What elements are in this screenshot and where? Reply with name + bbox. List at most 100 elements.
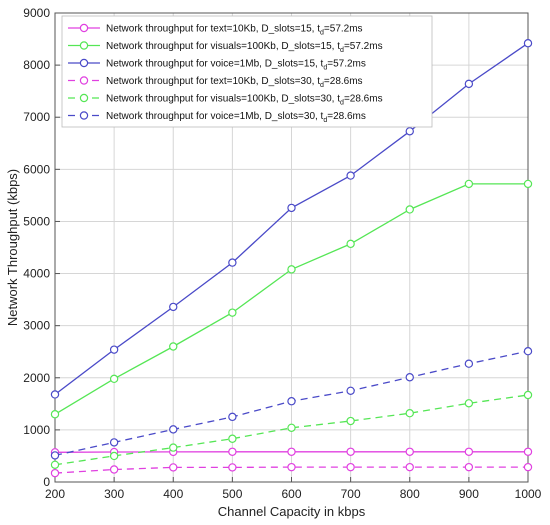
data-point xyxy=(346,447,355,456)
series-5 xyxy=(50,390,533,470)
x-tick-label: 200 xyxy=(45,487,65,501)
data-point xyxy=(346,239,355,249)
y-tick-label: 3000 xyxy=(23,319,50,333)
data-point xyxy=(109,374,119,384)
data-point xyxy=(405,409,414,418)
data-point xyxy=(228,258,237,267)
x-tick-label: 600 xyxy=(281,487,301,501)
x-tick-label: 400 xyxy=(163,487,183,501)
data-point xyxy=(464,179,474,189)
series-2 xyxy=(50,179,533,419)
data-point xyxy=(523,462,533,472)
y-tick-label: 7000 xyxy=(23,110,50,124)
series-3 xyxy=(50,39,533,399)
y-tick-label: 2000 xyxy=(23,371,50,385)
y-tick-label: 1000 xyxy=(23,423,50,437)
data-point xyxy=(50,410,60,419)
data-point xyxy=(346,171,355,180)
data-point xyxy=(50,451,60,460)
data-point xyxy=(169,342,178,351)
data-point xyxy=(228,463,237,472)
data-point xyxy=(109,465,119,474)
data-point xyxy=(169,443,178,452)
y-tick-label: 9000 xyxy=(23,6,50,20)
series-4 xyxy=(50,462,533,478)
legend-item: Network throughput for text=10Kb, D_slot… xyxy=(68,24,363,37)
data-point xyxy=(346,416,355,426)
data-point xyxy=(287,462,296,472)
data-point xyxy=(287,265,296,274)
data-point xyxy=(287,203,296,213)
legend-label: Network throughput for voice=1Mb, D_slot… xyxy=(106,59,366,72)
data-point xyxy=(523,447,533,456)
data-point xyxy=(50,390,60,399)
series-6 xyxy=(50,347,533,460)
series-line xyxy=(54,394,529,466)
data-point xyxy=(405,127,414,136)
legend-label: Network throughput for text=10Kb, D_slot… xyxy=(106,24,363,37)
data-point xyxy=(346,386,355,396)
legend-swatch-marker xyxy=(79,76,89,85)
data-point xyxy=(169,425,178,434)
legend-item: Network throughput for voice=1Mb, D_slot… xyxy=(68,59,366,72)
legend-swatch-marker xyxy=(79,41,89,50)
legend-label: Network throughput for visuals=100Kb, D_… xyxy=(106,41,383,54)
y-tick-label: 6000 xyxy=(23,162,50,176)
data-point xyxy=(50,468,60,478)
legend-swatch-marker xyxy=(79,23,89,33)
series-line xyxy=(54,466,528,474)
x-axis: 200 300 400 500 600 700 800 900 1000 xyxy=(45,477,542,501)
legend-item: Network throughput for voice=1Mb, D_slot… xyxy=(68,111,366,124)
legend-label: Network throughput for voice=1Mb, D_slot… xyxy=(106,111,366,124)
data-point xyxy=(228,447,237,456)
data-point xyxy=(109,345,119,354)
data-point xyxy=(405,462,414,472)
x-tick-label: 1000 xyxy=(515,487,542,501)
x-tick-label: 900 xyxy=(459,487,479,501)
data-point xyxy=(464,399,474,408)
data-point xyxy=(109,451,119,461)
series-group xyxy=(50,39,533,478)
data-point xyxy=(169,302,178,312)
data-point xyxy=(228,412,237,422)
data-point xyxy=(287,397,296,406)
x-tick-label: 300 xyxy=(104,487,124,501)
legend-label: Network throughput for text=10Kb, D_slot… xyxy=(106,76,363,89)
data-point xyxy=(346,462,355,472)
legend-item: Network throughput for visuals=100Kb, D_… xyxy=(68,41,383,54)
data-point xyxy=(228,308,237,317)
data-point xyxy=(464,462,474,472)
data-point xyxy=(523,347,533,356)
data-point xyxy=(464,79,474,89)
x-axis-title: Channel Capacity in kbps xyxy=(218,504,366,519)
data-point xyxy=(169,463,178,472)
legend-swatch-marker xyxy=(79,111,89,120)
data-point xyxy=(50,460,60,470)
y-tick-label: 0 xyxy=(43,475,50,489)
x-tick-label: 800 xyxy=(400,487,420,501)
data-point xyxy=(464,447,474,456)
data-point xyxy=(109,438,119,447)
data-point xyxy=(228,434,237,443)
x-tick-label: 700 xyxy=(341,487,361,501)
legend-item: Network throughput for text=10Kb, D_slot… xyxy=(68,76,363,89)
data-point xyxy=(405,205,414,214)
data-point xyxy=(287,447,296,456)
data-point xyxy=(287,423,296,433)
data-point xyxy=(523,179,533,189)
legend-swatch-marker xyxy=(79,93,89,103)
y-tick-label: 5000 xyxy=(23,214,50,228)
y-axis-title: Network Throughput (kbps) xyxy=(5,169,20,326)
data-point xyxy=(464,359,474,368)
data-point xyxy=(405,373,414,382)
legend: Network throughput for text=10Kb, D_slot… xyxy=(61,15,433,128)
legend-box xyxy=(61,15,433,128)
data-point xyxy=(523,390,533,400)
legend-swatch-marker xyxy=(79,58,89,68)
x-tick-label: 500 xyxy=(222,487,242,501)
y-axis: 0 1000 2000 3000 4000 5000 6000 7000 8000 9000 xyxy=(23,6,60,489)
y-tick-label: 4000 xyxy=(23,267,50,281)
legend-label: Network throughput for visuals=100Kb, D_… xyxy=(106,94,383,107)
legend-item: Network throughput for visuals=100Kb, D_… xyxy=(68,94,383,107)
